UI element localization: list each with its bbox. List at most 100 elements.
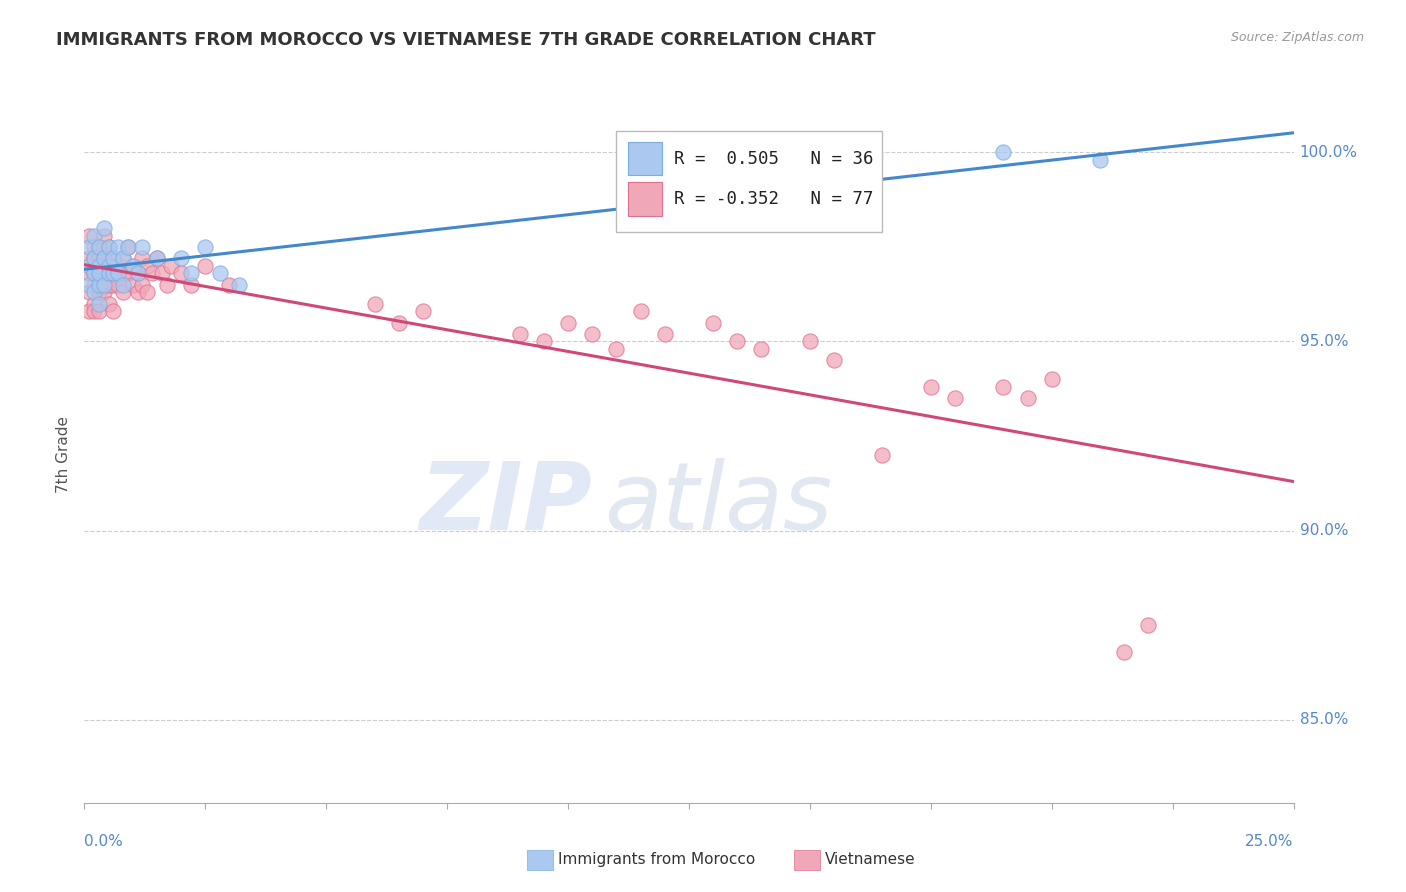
Point (1137, 618, 1160, 632)
Point (83, 259, 105, 273)
Text: ZIP: ZIP (419, 458, 592, 549)
Point (121, 259, 143, 273)
Point (141, 267, 163, 281)
Point (93, 221, 115, 235)
Point (112, 285, 135, 300)
Point (127, 285, 149, 300)
Text: Immigrants from Morocco: Immigrants from Morocco (558, 853, 755, 867)
FancyBboxPatch shape (628, 182, 662, 216)
Point (557, 316, 579, 330)
Point (107, 259, 129, 273)
Point (131, 277, 153, 292)
Point (170, 252, 193, 266)
Point (87, 259, 110, 273)
Point (388, 316, 411, 330)
Point (993, 380, 1015, 394)
Point (107, 267, 129, 281)
Point (127, 267, 149, 281)
Point (87, 267, 110, 281)
Point (97, 240, 120, 254)
Point (87, 240, 110, 254)
Text: 25.0%: 25.0% (1246, 834, 1294, 849)
Point (83, 285, 105, 300)
Point (654, 326, 676, 341)
Point (77, 267, 100, 281)
Point (136, 285, 159, 300)
Point (146, 252, 169, 266)
Point (77, 259, 100, 273)
Point (87, 267, 110, 281)
Point (117, 240, 139, 254)
Point (83, 267, 105, 281)
Point (630, 304, 652, 318)
Point (1114, 644, 1136, 658)
Point (943, 391, 966, 405)
Point (77, 228, 100, 243)
FancyBboxPatch shape (628, 142, 662, 175)
Point (93, 252, 115, 266)
Text: Source: ZipAtlas.com: Source: ZipAtlas.com (1230, 31, 1364, 45)
Text: R = -0.352   N = 77: R = -0.352 N = 77 (675, 190, 875, 208)
Point (97, 277, 120, 292)
Point (93, 228, 115, 243)
Point (112, 277, 135, 292)
Point (93, 277, 115, 292)
Point (83, 252, 105, 266)
Point (103, 304, 125, 318)
Point (87, 304, 110, 318)
Point (170, 267, 193, 281)
Point (77, 240, 100, 254)
Point (77, 277, 100, 292)
Point (87, 277, 110, 292)
Point (412, 304, 434, 318)
Point (117, 267, 139, 281)
Text: 85.0%: 85.0% (1299, 712, 1348, 727)
Text: R =  0.505   N = 36: R = 0.505 N = 36 (675, 150, 875, 168)
Point (83, 228, 105, 243)
Point (83, 252, 105, 266)
Point (97, 296, 120, 310)
Point (97, 267, 120, 281)
Point (131, 252, 153, 266)
Point (103, 277, 125, 292)
Point (97, 259, 120, 273)
Point (103, 267, 125, 281)
Point (725, 334, 748, 349)
Text: atlas: atlas (605, 458, 832, 549)
Point (131, 240, 153, 254)
Point (208, 267, 231, 281)
Point (581, 326, 603, 341)
Point (509, 326, 531, 341)
Point (146, 252, 169, 266)
Point (150, 267, 173, 281)
Point (121, 259, 143, 273)
Point (136, 259, 159, 273)
Text: 95.0%: 95.0% (1299, 334, 1348, 349)
Point (194, 259, 217, 273)
Point (83, 296, 105, 310)
Point (112, 252, 135, 266)
Point (920, 380, 942, 394)
Point (194, 240, 217, 254)
Point (751, 342, 773, 356)
Point (127, 267, 149, 281)
Point (180, 267, 202, 281)
Point (112, 252, 135, 266)
Point (87, 296, 110, 310)
Point (77, 304, 100, 318)
Text: 90.0%: 90.0% (1299, 523, 1348, 538)
Point (87, 240, 110, 254)
Point (103, 252, 125, 266)
Point (93, 267, 115, 281)
Point (107, 240, 129, 254)
Point (533, 334, 555, 349)
Point (97, 240, 120, 254)
Point (103, 252, 125, 266)
Point (872, 448, 894, 462)
Point (799, 334, 821, 349)
Point (77, 252, 100, 266)
FancyBboxPatch shape (616, 131, 883, 232)
Point (1088, 153, 1111, 167)
Point (93, 252, 115, 266)
Point (160, 259, 183, 273)
